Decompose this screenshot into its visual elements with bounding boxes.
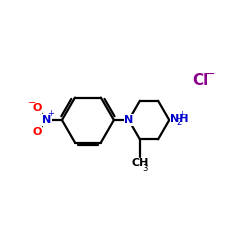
Text: 3: 3 bbox=[142, 164, 148, 173]
Text: O: O bbox=[32, 127, 42, 137]
Text: CH: CH bbox=[131, 158, 148, 168]
Text: 2: 2 bbox=[176, 118, 181, 127]
Text: O: O bbox=[32, 103, 42, 113]
Text: N: N bbox=[124, 115, 133, 125]
Text: +: + bbox=[178, 110, 185, 119]
Text: Cl: Cl bbox=[192, 73, 208, 88]
Text: −: − bbox=[204, 68, 215, 81]
Text: −: − bbox=[28, 98, 36, 108]
Text: NH: NH bbox=[170, 114, 189, 124]
Text: +: + bbox=[47, 109, 54, 118]
Text: N: N bbox=[42, 115, 51, 125]
